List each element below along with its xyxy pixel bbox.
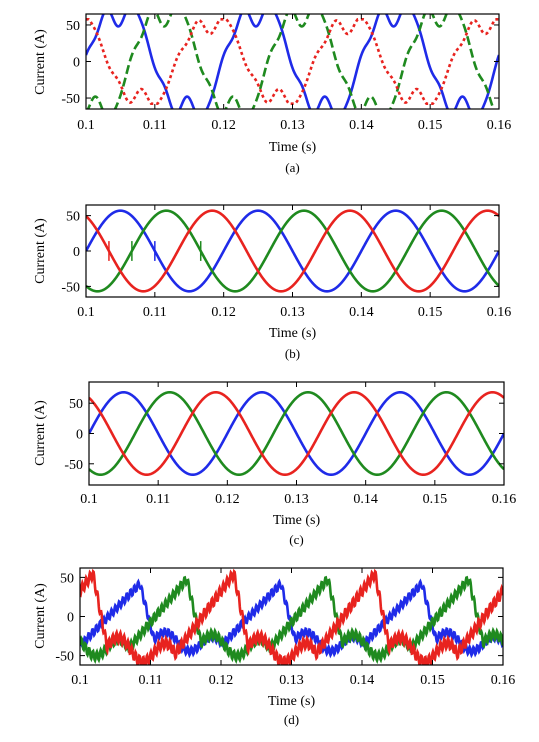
y-axis-label: Current (A) <box>33 583 48 649</box>
x-tick-label: 0.13 <box>280 305 305 320</box>
series-line-1 <box>86 14 499 109</box>
series-line-2 <box>89 390 504 477</box>
chart-panel-d: 0.1 0.11 0.12 0.13 0.14 0.15 0.16 50 0 -50 Current… <box>33 567 516 727</box>
plot-area <box>86 14 499 109</box>
x-tick-label: 0.12 <box>215 492 240 507</box>
series-line-2 <box>80 575 503 665</box>
y-tick-label: -50 <box>55 650 74 665</box>
y-tick-label: 0 <box>73 56 80 71</box>
panel-caption: (a) <box>285 160 299 175</box>
x-tick-label: 0.1 <box>80 492 98 507</box>
x-tick-label: 0.16 <box>487 305 512 320</box>
chart-panel-b: 0.1 0.11 0.12 0.13 0.14 0.15 0.16 50 0 -50 Current… <box>33 204 512 361</box>
y-tick-label: 0 <box>67 611 74 626</box>
x-tick-label: 0.13 <box>280 118 305 133</box>
plot-area <box>89 390 504 477</box>
x-tick-label: 0.11 <box>146 492 170 507</box>
x-tick-label: 0.13 <box>279 673 304 688</box>
y-tick-label: 0 <box>73 245 80 260</box>
x-tick-label: 0.15 <box>418 305 443 320</box>
y-tick-label: -50 <box>64 458 83 473</box>
x-tick-label: 0.15 <box>423 492 448 507</box>
y-axis-label: Current (A) <box>33 218 48 284</box>
x-tick-label: 0.12 <box>211 118 236 133</box>
series-line-3 <box>80 568 503 665</box>
x-tick-label: 0.11 <box>143 118 167 133</box>
series-line-3 <box>86 17 499 105</box>
panel-caption: (c) <box>289 532 303 547</box>
x-tick-label: 0.16 <box>492 492 517 507</box>
x-axis-label: Time (s) <box>273 513 321 528</box>
x-tick-label: 0.14 <box>353 492 378 507</box>
x-tick-label: 0.12 <box>211 305 236 320</box>
panel-caption: (b) <box>285 346 300 361</box>
plot-frame <box>85 13 500 110</box>
x-tick-label: 0.1 <box>71 673 89 688</box>
x-axis-label: Time (s) <box>269 140 317 155</box>
x-tick-label: 0.11 <box>139 673 163 688</box>
y-axis-label: Current (A) <box>33 29 48 95</box>
chart-panel-a: 0.1 0.11 0.12 0.13 0.14 0.15 0.16 50 0 -50 Current… <box>33 13 512 175</box>
panel-caption: (d) <box>284 712 299 727</box>
x-tick-label: 0.16 <box>491 673 516 688</box>
y-tick-label: 0 <box>76 428 83 443</box>
y-tick-label: 50 <box>69 397 83 412</box>
x-tick-label: 0.15 <box>418 118 443 133</box>
y-axis-label: Current (A) <box>33 400 48 466</box>
y-tick-label: 50 <box>60 571 74 586</box>
series-line-3 <box>89 390 504 477</box>
chart-panel-c: 0.1 0.11 0.12 0.13 0.14 0.15 0.16 50 0 -50 Current… <box>33 381 517 547</box>
x-tick-label: 0.1 <box>77 118 95 133</box>
series-line-1 <box>80 578 503 659</box>
series-line-2 <box>86 209 499 293</box>
x-tick-label: 0.16 <box>487 118 512 133</box>
plot-area <box>80 568 503 665</box>
series-line-1 <box>89 390 504 477</box>
x-axis-label: Time (s) <box>269 326 317 341</box>
x-tick-label: 0.15 <box>420 673 445 688</box>
y-tick-label: 50 <box>66 19 80 34</box>
y-tick-label: 50 <box>66 210 80 225</box>
y-tick-label: -50 <box>61 280 80 295</box>
series-line-3 <box>86 209 499 293</box>
y-tick-label: -50 <box>61 92 80 107</box>
plot-area <box>86 209 499 293</box>
x-tick-label: 0.12 <box>209 673 234 688</box>
x-tick-label: 0.11 <box>143 305 167 320</box>
x-tick-label: 0.14 <box>350 673 375 688</box>
x-axis-label: Time (s) <box>268 694 316 709</box>
x-tick-label: 0.13 <box>284 492 309 507</box>
x-tick-label: 0.14 <box>349 118 374 133</box>
x-tick-label: 0.14 <box>349 305 374 320</box>
x-tick-label: 0.1 <box>77 305 95 320</box>
